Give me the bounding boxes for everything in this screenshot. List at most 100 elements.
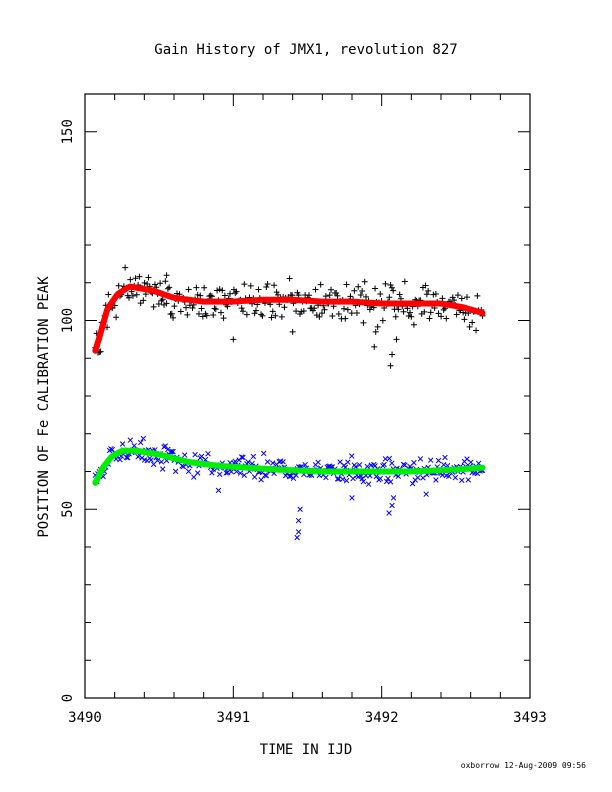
cross-marker [172,468,179,475]
plus-marker [438,313,445,320]
plus-marker [359,287,366,294]
cross-marker [216,471,223,478]
plot-border [84,93,531,699]
cross-marker [119,441,126,447]
cross-marker [417,456,424,462]
plus-marker [210,311,217,318]
plus-marker [133,291,140,298]
plus-marker [185,286,192,293]
cross-marker [198,453,205,460]
plus-marker [199,313,206,320]
plus-marker [334,292,341,299]
plus-marker [388,284,395,291]
cross-marker [205,450,211,457]
cross-marker [386,455,393,462]
plus-marker [168,310,175,317]
plus-marker [390,287,397,294]
plus-marker [164,285,171,292]
plus-marker [97,348,104,355]
cross-marker [334,476,341,482]
plus-marker [151,281,158,288]
plus-marker [371,343,378,350]
cross-marker [433,477,439,483]
plus-marker [400,308,407,315]
plus-marker [466,323,473,330]
plus-marker [203,312,210,319]
plus-marker [201,284,208,291]
cross-marker [125,455,131,461]
x-tick-label: 3493 [513,710,547,726]
cross-marker [415,474,421,481]
cross-marker [192,451,198,458]
cross-marker [209,470,215,476]
cross-marker [280,459,286,465]
cross-marker [315,459,321,466]
plus-marker [410,321,417,328]
y-tick-label: 100 [60,308,76,333]
cross-marker [360,478,367,485]
plus-marker [212,306,219,313]
plus-marker [258,311,265,318]
plus-marker [311,305,318,312]
cross-marker [294,534,300,541]
plus-marker [374,323,381,330]
plus-marker [136,273,143,280]
plus-marker [425,287,432,294]
plus-marker [268,314,275,321]
cross-marker [228,469,235,475]
cross-marker [349,495,355,501]
plus-marker [157,280,164,287]
cross-marker [262,472,268,478]
plus-marker [451,297,458,304]
plus-marker [342,315,349,322]
cross-marker [250,453,257,460]
plus-marker [115,282,122,289]
plus-marker [421,308,428,315]
cross-marker [263,472,270,479]
cross-marker [286,473,293,480]
plus-marker [105,291,112,298]
plus-marker [405,312,412,319]
plus-marker [122,264,129,271]
plus-marker [363,293,369,300]
plus-marker [214,287,221,294]
cross-marker [465,477,472,483]
cross-marker [185,468,192,475]
plus-marker [432,291,439,298]
plus-marker [255,286,262,293]
cross-marker [390,495,397,501]
cross-marker [131,442,137,449]
cross-marker [251,474,258,480]
y-tick-label: 0 [60,694,76,702]
cross-marker [127,437,134,443]
plus-marker [140,297,147,304]
cross-marker [350,475,356,482]
plus-marker [366,306,373,313]
plus-marker [379,317,386,324]
plus-marker [269,308,276,315]
plus-marker [211,305,218,312]
plus-marker [216,286,223,293]
cross-marker [409,480,416,487]
plus-marker [326,292,333,299]
cross-marker [359,476,365,482]
plus-marker [163,300,170,307]
plus-marker [263,283,270,290]
cross-marker [373,473,380,480]
plus-marker [360,319,367,326]
plus-marker [170,314,177,321]
plus-marker [449,294,456,301]
plus-marker [193,284,200,291]
plus-marker [298,308,305,315]
plus-marker [194,291,201,298]
cross-marker [241,472,248,478]
plus-marker [317,281,324,288]
plus-marker [239,308,246,315]
plus-marker [454,292,461,299]
plus-marker [318,310,325,317]
x-tick-label: 3490 [68,710,102,726]
plus-marker [197,292,204,299]
plus-marker [316,313,323,320]
plus-marker [321,306,328,313]
cross-marker [343,477,350,484]
